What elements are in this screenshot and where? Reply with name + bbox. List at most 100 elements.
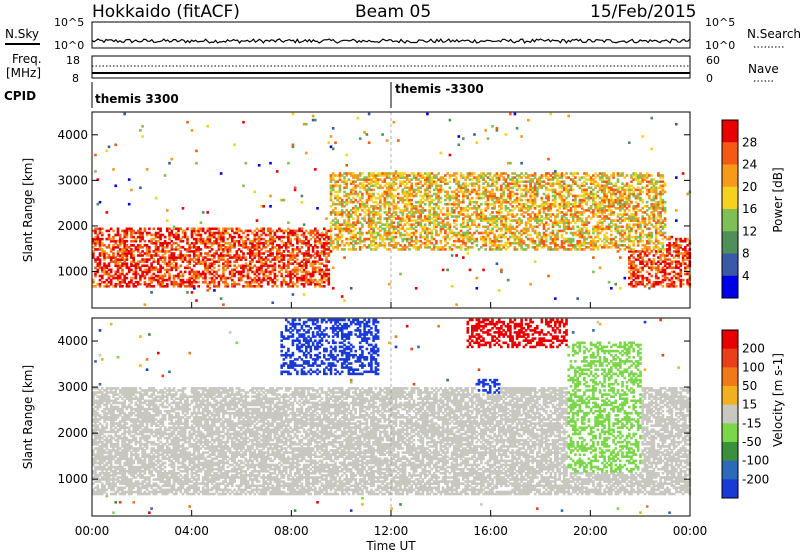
power-cell (341, 228, 344, 231)
power-cell (641, 244, 644, 247)
power-cell (354, 228, 357, 231)
power-cell (446, 242, 449, 245)
power-cell (594, 193, 597, 196)
power-cell (323, 285, 326, 288)
power-cell (271, 301, 274, 304)
power-cell (446, 269, 449, 272)
power-cell (628, 141, 631, 144)
power-cell (242, 252, 245, 255)
power-cell (128, 203, 131, 206)
power-cell (258, 267, 261, 270)
power-cell (523, 240, 526, 243)
power-cell (431, 176, 434, 179)
power-cell (626, 195, 629, 198)
power-cell (617, 187, 620, 190)
power-cell (491, 189, 494, 192)
power-cell (180, 250, 183, 253)
power-cell (641, 240, 644, 243)
power-cell (469, 182, 472, 185)
power-cell (262, 242, 265, 245)
power-cell (478, 213, 481, 216)
power-cell (617, 244, 620, 247)
power-cell (527, 228, 530, 231)
power-cell (606, 236, 609, 239)
power-cell (103, 250, 106, 253)
power-cell (484, 248, 487, 251)
power-cell (637, 209, 640, 212)
power-cell (440, 185, 443, 188)
power-cell (298, 248, 301, 251)
power-cell (388, 283, 391, 286)
power-cell (637, 187, 640, 190)
power-cell (332, 267, 335, 270)
nave-tick-low: 0 (706, 72, 713, 85)
power-cell (505, 215, 508, 218)
power-cell (527, 217, 530, 220)
power-cell (453, 232, 456, 235)
power-cell (567, 219, 570, 222)
power-cell (626, 207, 629, 210)
power-cell (173, 248, 176, 251)
cpid-label: CPID (4, 89, 36, 103)
power-cell (341, 240, 344, 243)
power-cell (410, 199, 413, 202)
power-cell (357, 232, 360, 235)
power-cell (395, 236, 398, 239)
power-cell (469, 215, 472, 218)
power-cell (563, 213, 566, 216)
power-cell (310, 238, 313, 241)
power-cell (437, 178, 440, 181)
power-cell (581, 217, 584, 220)
power-cell (543, 193, 546, 196)
power-cell (294, 254, 297, 257)
power-cell (399, 228, 402, 231)
power-cell (332, 148, 335, 151)
power-cell (520, 162, 523, 165)
power-cell (641, 199, 644, 202)
power-cell (626, 213, 629, 216)
power-cell (440, 197, 443, 200)
power-cell (516, 174, 519, 177)
power-cell (321, 269, 324, 272)
power-cell (624, 277, 627, 280)
power-cell (278, 236, 281, 239)
power-cell (500, 240, 503, 243)
power-cell (354, 248, 357, 251)
power-cell (606, 205, 609, 208)
power-cell (476, 201, 479, 204)
power-cell (209, 250, 212, 253)
power-cell (469, 172, 472, 175)
power-cell (361, 223, 364, 226)
power-cell (473, 232, 476, 235)
power-cell (153, 273, 156, 276)
power-cell (94, 248, 97, 251)
power-cell (227, 232, 230, 235)
power-cell (384, 185, 387, 188)
power-cell (469, 207, 472, 210)
power-cell (619, 287, 622, 290)
power-cell (511, 242, 514, 245)
power-cell (262, 271, 265, 274)
power-cell (200, 228, 203, 231)
power-cell (227, 242, 230, 245)
power-cell (294, 248, 297, 251)
power-cell (292, 293, 295, 296)
power-cell (496, 244, 499, 247)
power-cell (449, 119, 452, 122)
power-cell (289, 262, 292, 265)
power-cell (130, 260, 133, 263)
power-cell (276, 285, 279, 288)
power-cell (114, 185, 117, 188)
power-cell (552, 238, 555, 241)
power-cell (332, 201, 335, 204)
power-cell (594, 176, 597, 179)
power-cell (289, 271, 292, 274)
power-cell (267, 281, 270, 284)
power-cell (617, 178, 620, 181)
power-cell (422, 219, 425, 222)
power-cell (458, 195, 461, 198)
power-cell (186, 121, 189, 124)
power-cell (191, 129, 194, 132)
power-cell (567, 185, 570, 188)
